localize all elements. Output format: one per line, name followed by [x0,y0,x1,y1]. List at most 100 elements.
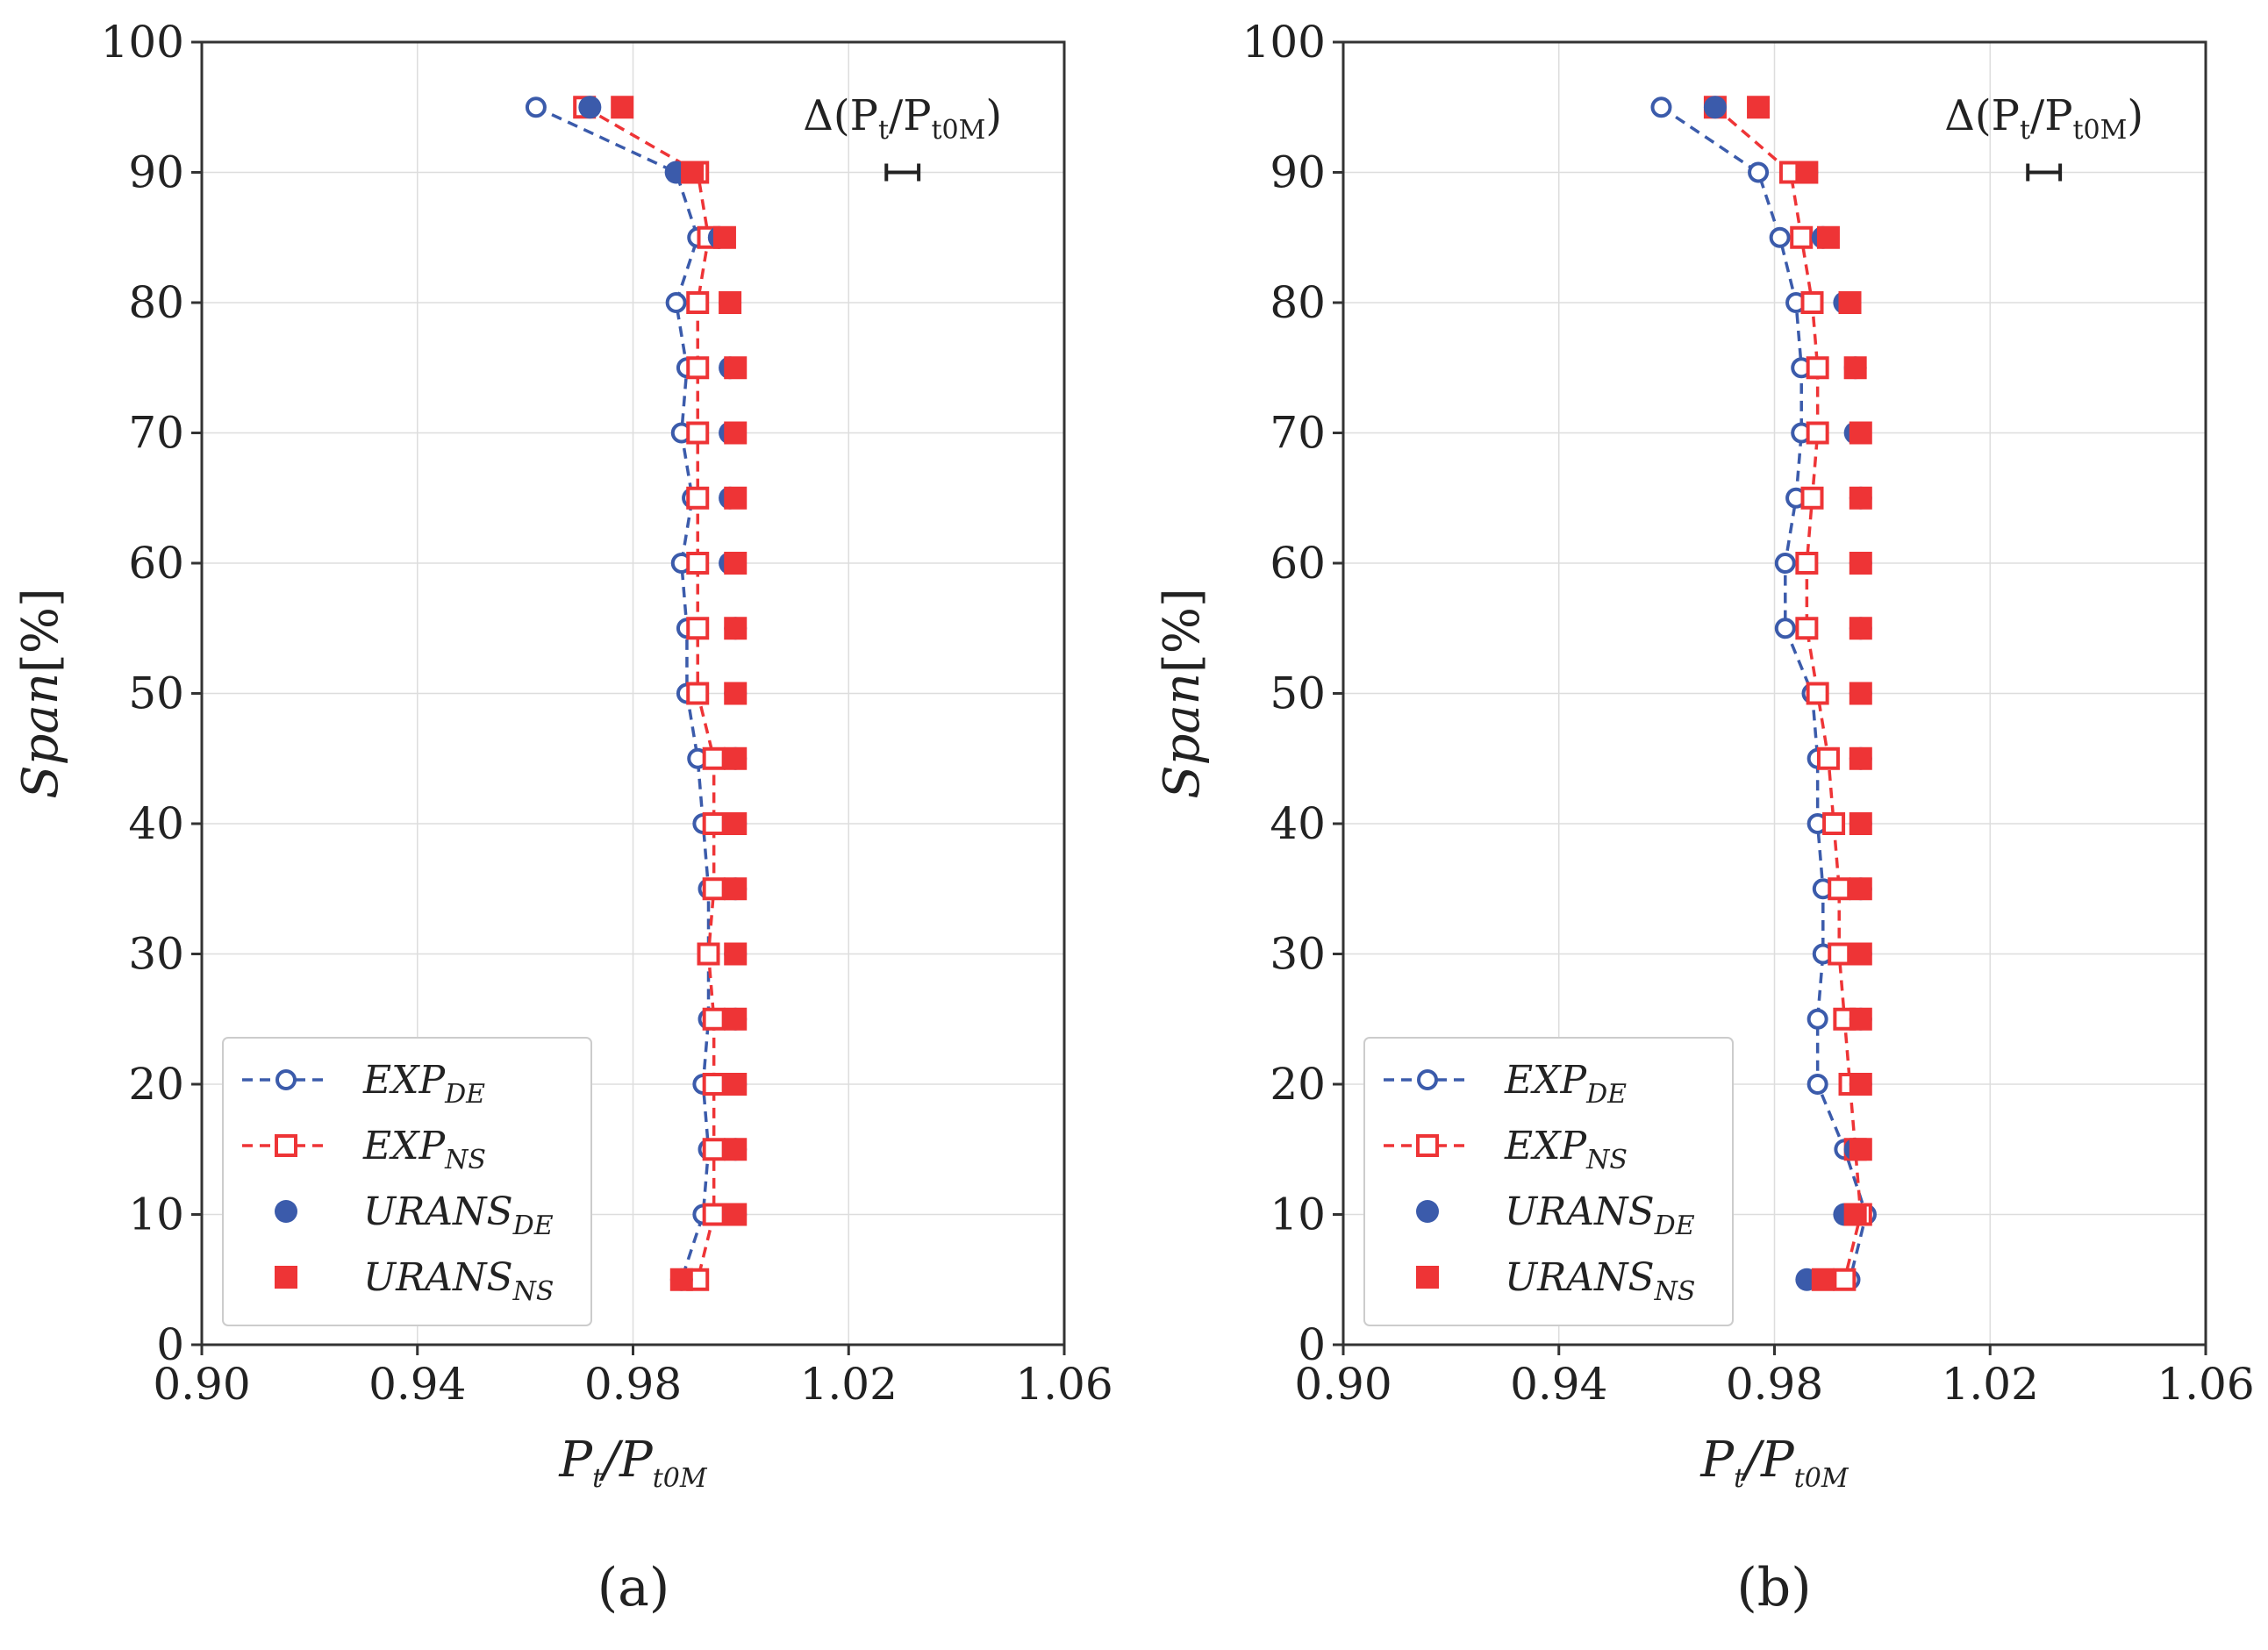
data-point [1816,225,1840,249]
data-point [702,1073,726,1096]
x-tick-label: 0.98 [1726,1359,1823,1410]
data-point [724,877,748,901]
data-point [1806,682,1829,705]
data-point [1811,1268,1835,1291]
y-tick-label: 80 [1270,277,1326,328]
data-point [1828,877,1851,901]
y-tick-label: 90 [128,147,184,198]
y-tick-label: 50 [1270,668,1326,719]
data-point [724,682,748,705]
data-point [1795,617,1819,640]
y-label-unit: [%] [12,588,69,673]
error-label-sub: t0M [931,115,985,146]
data-point [702,1138,726,1161]
data-point [1849,877,1872,901]
data-point [1849,682,1872,705]
legend-label-sub: DE [1585,1079,1627,1110]
data-point [1843,356,1867,380]
y-tick-label: 10 [128,1189,184,1240]
y-tick-label: 70 [128,408,184,459]
data-point [724,552,748,575]
data-point [578,96,602,119]
x-label-main: P [558,1432,593,1489]
y-tick-label: 100 [101,17,184,68]
x-label-sub: t0M [1794,1463,1849,1494]
y-tick-label: 70 [1270,408,1326,459]
data-point [702,746,726,770]
data-point [724,942,748,966]
data-point [724,812,748,835]
legend-marker [275,1266,297,1289]
y-tick-label: 60 [128,538,184,589]
legend-label: URANSNS [363,1255,554,1307]
legend-label-name: EXP [362,1124,446,1168]
data-point [1774,618,1796,639]
x-label-mid: /P [598,1432,654,1489]
y-tick-label: 100 [1242,17,1326,68]
data-point [1816,746,1840,770]
x-tick-label: 1.06 [1015,1359,1113,1410]
legend-label: EXPNS [1504,1124,1628,1175]
y-tick-label: 10 [1270,1189,1326,1240]
error-bar-label: Δ(Pt/Pt0M) [1944,91,2143,146]
data-point [1849,552,1872,575]
y-tick-label: 0 [156,1319,184,1370]
legend-marker [275,1200,297,1223]
data-point [1769,226,1791,248]
legend-label: URANSDE [363,1189,554,1241]
error-label-part: ) [2127,91,2143,140]
error-label-part: ) [985,91,1002,140]
y-axis-label: Span[%] [1154,588,1211,799]
x-tick-label: 0.90 [1294,1359,1392,1410]
x-axis-label: Pt/Pt0M [1699,1432,1849,1494]
data-point [1807,1008,1828,1030]
data-point [724,746,748,770]
legend-label-name: URANS [363,1189,513,1234]
y-tick-label: 80 [128,277,184,328]
data-point [1774,553,1796,574]
data-point [686,486,710,510]
data-point [686,552,710,575]
data-point [1806,356,1829,380]
y-tick-label: 40 [1270,798,1326,849]
data-point [1703,96,1727,119]
data-point [686,356,710,380]
x-tick-label: 1.02 [800,1359,898,1410]
y-tick-label: 40 [128,798,184,849]
y-tick-label: 20 [128,1059,184,1110]
data-point [1806,421,1829,445]
data-point [1748,161,1770,183]
data-point [525,96,547,118]
legend-marker [1416,1266,1439,1289]
y-tick-label: 90 [1270,147,1326,198]
legend-label-name: URANS [1505,1255,1655,1300]
data-point [1795,552,1819,575]
x-axis-label: Pt/Pt0M [558,1432,707,1494]
error-bar-label: Δ(Pt/Pt0M) [803,91,1002,146]
legend-label: EXPDE [362,1058,485,1110]
x-label-sub: t0M [653,1463,708,1494]
x-label-mid: /P [1740,1432,1795,1489]
y-tick-label: 30 [128,929,184,980]
data-point [1650,96,1672,118]
data-point [1800,486,1824,510]
error-label-sub: t [878,115,889,146]
data-point [1849,617,1872,640]
data-point [665,292,687,313]
data-point [1828,942,1851,966]
series-urans-ns [1747,96,1872,1291]
data-point [1822,812,1846,835]
legend-label-sub: NS [1654,1276,1696,1307]
data-point [712,225,736,249]
legend-marker [1416,1134,1439,1157]
data-point [724,421,748,445]
legend-label-sub: DE [1654,1211,1695,1241]
legend-label-name: EXP [1504,1124,1587,1168]
data-point [1800,291,1824,314]
legend-box [1363,1037,1734,1326]
y-tick-label: 20 [1270,1059,1326,1110]
data-point [724,1203,748,1226]
data-point [702,877,726,901]
